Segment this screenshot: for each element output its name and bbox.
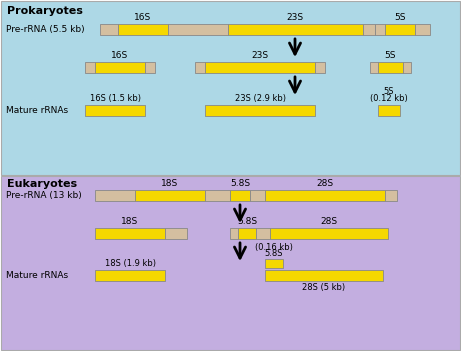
Text: (0.12 kb): (0.12 kb) [370,94,408,103]
Bar [363,24,375,35]
Bar [1,176,460,350]
Bar [270,228,388,239]
Bar [205,62,315,73]
Bar [265,259,283,268]
Text: 5.8S: 5.8S [237,217,257,226]
Bar [256,228,270,239]
Bar [315,62,325,73]
Text: 16S (1.5 kb): 16S (1.5 kb) [89,94,141,103]
Bar [265,190,385,201]
Text: 16S: 16S [112,51,129,60]
Text: 5.8S: 5.8S [265,249,283,258]
Text: Mature rRNAs: Mature rRNAs [6,106,68,115]
Bar [250,190,265,201]
Bar [165,228,187,239]
Text: Eukaryotes: Eukaryotes [7,179,77,189]
Text: 16S: 16S [134,13,152,22]
Bar [403,62,411,73]
Bar [1,1,460,175]
Text: 28S: 28S [320,217,337,226]
Bar [265,270,383,281]
Text: 18S (1.9 kb): 18S (1.9 kb) [105,259,155,268]
Bar [375,24,385,35]
Text: 28S (5 kb): 28S (5 kb) [302,283,346,292]
Text: 5S: 5S [384,87,394,96]
Bar [205,190,230,201]
Bar [85,62,95,73]
Bar [145,62,155,73]
Text: Mature rRNAs: Mature rRNAs [6,271,68,280]
Text: Pre-rRNA (5.5 kb): Pre-rRNA (5.5 kb) [6,25,85,34]
Bar [378,62,403,73]
Bar [228,24,363,35]
Bar [370,62,378,73]
Bar [95,190,135,201]
Bar [100,24,118,35]
Text: 5S: 5S [394,13,406,22]
Bar [95,270,165,281]
Text: 23S: 23S [251,51,269,60]
Bar [135,190,205,201]
Text: 23S: 23S [286,13,303,22]
Text: 18S: 18S [121,217,139,226]
Text: 18S: 18S [161,179,178,188]
Text: 5S: 5S [384,51,396,60]
Bar [195,62,205,73]
Bar [238,228,256,239]
Text: 28S: 28S [316,179,334,188]
Text: (0.16 kb): (0.16 kb) [255,243,293,252]
Text: 23S (2.9 kb): 23S (2.9 kb) [235,94,285,103]
Bar [95,62,145,73]
Bar [385,190,397,201]
Text: Pre-rRNA (13 kb): Pre-rRNA (13 kb) [6,191,82,200]
Text: Prokaryotes: Prokaryotes [7,6,83,16]
Bar [95,228,165,239]
Bar [118,24,168,35]
Bar [385,24,415,35]
Bar [168,24,228,35]
Text: 5.8S: 5.8S [230,179,250,188]
Bar [230,228,238,239]
Bar [85,105,145,116]
Bar [378,105,400,116]
Bar [230,190,250,201]
Bar [415,24,430,35]
Bar [205,105,315,116]
